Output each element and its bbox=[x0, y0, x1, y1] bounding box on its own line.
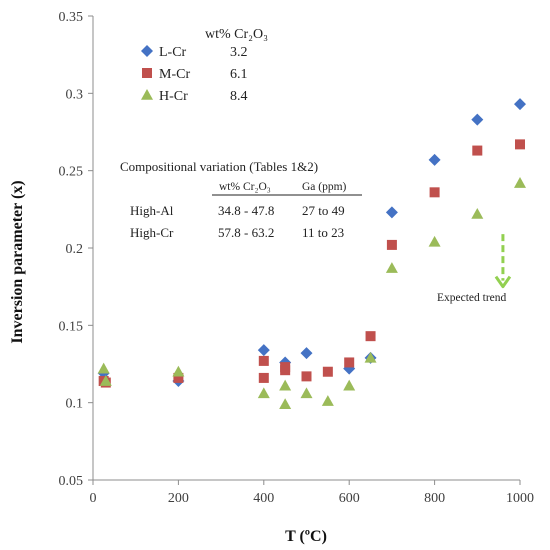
m-cr-data-point bbox=[173, 372, 184, 383]
m-cr-data-point bbox=[258, 355, 269, 366]
h-cr-legend-name: H-Cr bbox=[159, 89, 188, 104]
m-cr-data-point bbox=[515, 139, 525, 150]
y-tick-label: 0.15 bbox=[59, 319, 84, 334]
m-cr-legend-value: 6.1 bbox=[230, 67, 248, 82]
h-cr-data-point bbox=[471, 207, 484, 219]
x-tick-label: 400 bbox=[253, 491, 274, 506]
l-cr-data-point bbox=[385, 206, 398, 219]
m-cr-data-point bbox=[301, 371, 312, 382]
h-cr-data-point bbox=[257, 387, 270, 399]
x-tick-label: 200 bbox=[168, 491, 189, 506]
y-axis-title: Inversion parameter (x) bbox=[9, 180, 26, 343]
legend: wt% Cr₂O₃ L-Cr 3.2 M-Cr 6.1 H-Cr 8.4 bbox=[141, 27, 268, 104]
x-axis-title: T (ºC) bbox=[285, 528, 327, 545]
trend-arrow-head bbox=[494, 275, 512, 289]
m-cr-data-point bbox=[344, 357, 355, 368]
y-tick-label: 0.1 bbox=[66, 397, 84, 412]
axes bbox=[88, 15, 521, 485]
trend-label: Expected trend bbox=[437, 292, 507, 304]
table-header-ga: Ga (ppm) bbox=[302, 181, 347, 193]
h-cr-data-point bbox=[97, 362, 110, 374]
h-cr-data-point bbox=[172, 365, 185, 377]
y-tick-label: 0.05 bbox=[59, 474, 84, 489]
x-tick-label: 0 bbox=[90, 491, 97, 506]
table-header-cr2o3: wt% Cr₂O₃ bbox=[219, 181, 271, 193]
m-cr-data-point bbox=[472, 145, 483, 156]
m-cr-data-point bbox=[386, 239, 397, 250]
y-tick-label: 0.3 bbox=[66, 87, 84, 102]
h-cr-data-point bbox=[279, 379, 292, 391]
m-cr-data-point bbox=[322, 366, 333, 377]
x-tick-label: 1000 bbox=[506, 491, 534, 506]
m-cr-legend-marker bbox=[142, 68, 152, 78]
l-cr-legend-value: 3.2 bbox=[230, 45, 248, 60]
l-cr-data-point bbox=[471, 113, 484, 126]
row-high-cr-cr2o3: 57.8 - 63.2 bbox=[218, 225, 274, 240]
h-cr-legend-value: 8.4 bbox=[230, 89, 248, 104]
expected-trend: Expected trend bbox=[437, 234, 512, 304]
x-tick-label: 600 bbox=[339, 491, 360, 506]
h-cr-data-point bbox=[279, 398, 292, 410]
x-tick-label: 800 bbox=[424, 491, 445, 506]
l-cr-legend-name: L-Cr bbox=[159, 45, 187, 60]
row-high-cr-label: High-Cr bbox=[130, 225, 174, 240]
m-cr-data-point bbox=[365, 331, 376, 342]
h-cr-data-point bbox=[321, 395, 334, 406]
row-high-al-label: High-Al bbox=[130, 203, 174, 218]
y-tick-labels: 0.05 0.1 0.15 0.2 0.25 0.3 0.35 bbox=[59, 10, 84, 489]
l-cr-legend-marker bbox=[141, 45, 153, 57]
h-cr-legend-marker bbox=[141, 89, 153, 100]
l-cr-data-point bbox=[428, 153, 441, 166]
data-points bbox=[97, 98, 526, 410]
table-title: Compositional variation (Tables 1&2) bbox=[120, 159, 318, 174]
y-tick-label: 0.2 bbox=[66, 242, 84, 257]
x-tick-labels: 0 200 400 600 800 1000 bbox=[90, 491, 535, 506]
row-high-al-ga: 27 to 49 bbox=[302, 203, 345, 218]
y-tick-label: 0.25 bbox=[59, 165, 84, 180]
row-high-al-cr2o3: 34.8 - 47.8 bbox=[218, 203, 274, 218]
m-cr-data-point bbox=[258, 372, 269, 383]
l-cr-data-point bbox=[514, 98, 526, 111]
l-cr-data-point bbox=[300, 347, 313, 360]
composition-table: Compositional variation (Tables 1&2) wt%… bbox=[120, 159, 362, 240]
l-cr-data-point bbox=[257, 344, 270, 357]
h-cr-data-point bbox=[99, 375, 112, 386]
h-cr-data-point bbox=[428, 235, 441, 247]
h-cr-data-point bbox=[385, 262, 398, 273]
y-tick-label: 0.35 bbox=[59, 10, 84, 25]
m-cr-data-point bbox=[429, 187, 440, 198]
h-cr-data-point bbox=[343, 379, 356, 391]
h-cr-data-point bbox=[514, 177, 526, 188]
m-cr-data-point bbox=[280, 362, 291, 373]
row-high-cr-ga: 11 to 23 bbox=[302, 225, 344, 240]
h-cr-data-point bbox=[364, 351, 377, 363]
m-cr-legend-name: M-Cr bbox=[159, 67, 190, 82]
legend-header: wt% Cr₂O₃ bbox=[205, 27, 268, 42]
h-cr-data-point bbox=[300, 387, 313, 399]
